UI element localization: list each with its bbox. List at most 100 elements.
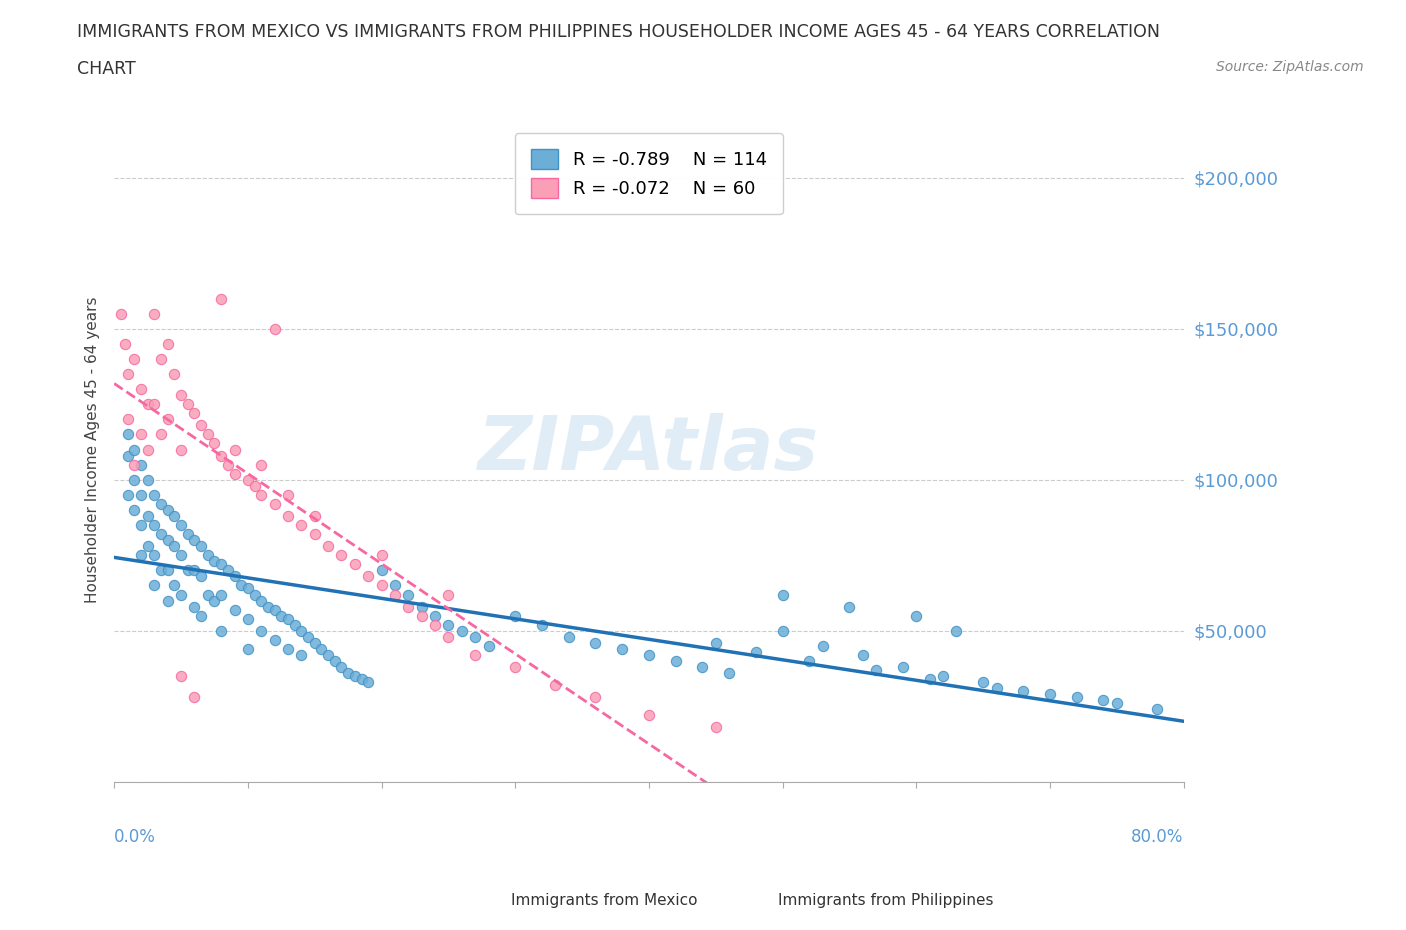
Point <box>263 632 285 647</box>
Point <box>117 366 139 381</box>
Point <box>284 618 307 632</box>
Point <box>204 436 226 451</box>
Point <box>718 666 741 681</box>
Point <box>163 509 186 524</box>
Point <box>183 690 205 705</box>
Point <box>638 647 661 662</box>
Point <box>129 548 152 563</box>
Point <box>290 647 312 662</box>
Point <box>177 526 200 541</box>
Point <box>170 587 193 602</box>
Point <box>197 427 219 442</box>
Point <box>149 563 172 578</box>
Point <box>250 458 273 472</box>
Point <box>136 397 159 412</box>
Point <box>437 618 460 632</box>
Point <box>122 352 145 366</box>
Point <box>122 442 145 457</box>
Point <box>772 623 794 638</box>
Point <box>277 509 299 524</box>
Point <box>117 487 139 502</box>
Point <box>464 647 486 662</box>
Point <box>236 581 259 596</box>
Point <box>170 518 193 533</box>
Point <box>170 548 193 563</box>
Text: 0.0%: 0.0% <box>114 829 156 846</box>
Point <box>129 381 152 396</box>
Point <box>503 608 526 623</box>
Point <box>263 602 285 617</box>
Point <box>704 635 727 650</box>
Point <box>811 638 834 653</box>
Point <box>136 442 159 457</box>
Point <box>209 291 232 306</box>
Point <box>190 538 212 553</box>
Point <box>250 593 273 608</box>
Point <box>290 623 312 638</box>
Point <box>464 630 486 644</box>
Point <box>122 458 145 472</box>
Point <box>177 397 200 412</box>
Point <box>865 662 887 677</box>
Point <box>190 569 212 584</box>
Point <box>143 518 166 533</box>
Point <box>396 587 419 602</box>
Point <box>156 337 179 352</box>
Y-axis label: Householder Income Ages 45 - 64 years: Householder Income Ages 45 - 64 years <box>86 297 100 603</box>
Point <box>772 587 794 602</box>
Point <box>343 669 366 684</box>
Point <box>544 678 567 693</box>
Point <box>156 563 179 578</box>
Point <box>411 599 433 614</box>
Point <box>209 587 232 602</box>
Point <box>304 509 326 524</box>
Point <box>986 681 1008 696</box>
Point <box>143 397 166 412</box>
Point <box>209 623 232 638</box>
Point <box>316 647 339 662</box>
Point <box>170 388 193 403</box>
Point <box>290 518 312 533</box>
Point <box>204 554 226 569</box>
Point <box>263 321 285 336</box>
Point <box>357 674 380 689</box>
Point <box>585 635 607 650</box>
Point <box>110 306 132 321</box>
Point <box>263 497 285 512</box>
Text: 80.0%: 80.0% <box>1132 829 1184 846</box>
Point <box>704 720 727 735</box>
Point <box>117 427 139 442</box>
Point <box>129 518 152 533</box>
Point <box>149 526 172 541</box>
Point <box>972 674 994 689</box>
Point <box>149 352 172 366</box>
Point <box>183 533 205 548</box>
Point <box>231 578 253 593</box>
Text: Immigrants from Philippines: Immigrants from Philippines <box>778 893 994 908</box>
Point <box>692 659 714 674</box>
Point <box>257 599 280 614</box>
Text: IMMIGRANTS FROM MEXICO VS IMMIGRANTS FROM PHILIPPINES HOUSEHOLDER INCOME AGES 45: IMMIGRANTS FROM MEXICO VS IMMIGRANTS FRO… <box>77 23 1160 41</box>
Point <box>932 669 955 684</box>
Point <box>236 642 259 657</box>
Point <box>411 608 433 623</box>
Point <box>357 569 380 584</box>
Point <box>136 509 159 524</box>
Point <box>530 618 553 632</box>
Point <box>311 642 333 657</box>
Point <box>1066 690 1088 705</box>
Point <box>183 563 205 578</box>
Point <box>891 659 914 674</box>
Point <box>204 593 226 608</box>
Point <box>197 548 219 563</box>
Point <box>136 538 159 553</box>
Point <box>396 599 419 614</box>
Point <box>122 472 145 487</box>
Point <box>209 448 232 463</box>
Point <box>477 638 499 653</box>
Point <box>250 487 273 502</box>
Point <box>156 412 179 427</box>
Point <box>277 642 299 657</box>
Point <box>163 578 186 593</box>
Point <box>585 690 607 705</box>
